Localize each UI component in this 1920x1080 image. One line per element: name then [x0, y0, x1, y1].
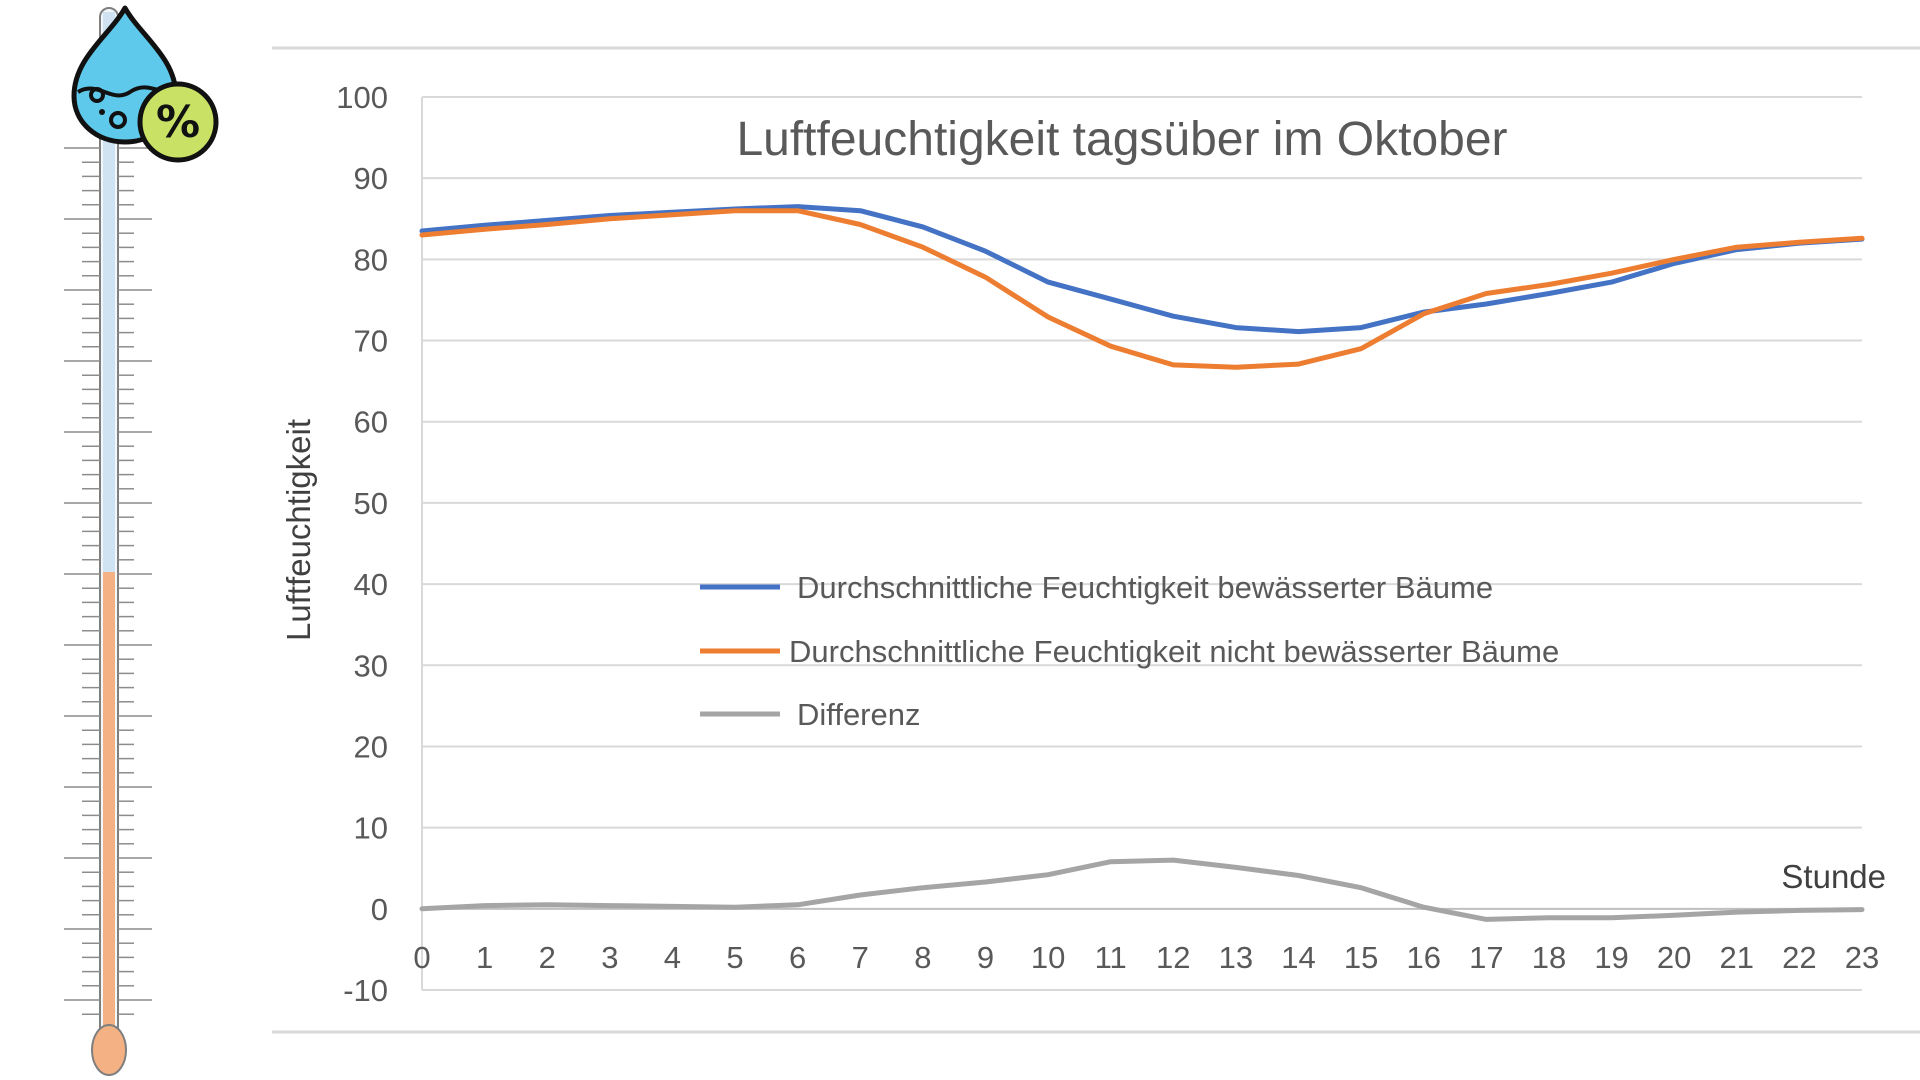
x-tick-label: 16 — [1406, 940, 1440, 975]
x-tick-label: 20 — [1657, 940, 1691, 975]
y-axis-label: Luftfeuchtigkeit — [280, 419, 317, 641]
x-axis-label: Stunde — [1781, 858, 1886, 895]
humidity-drop-percent-icon: % — [71, 5, 219, 163]
x-tick-label: 14 — [1281, 940, 1315, 975]
series-line-0 — [419, 204, 1865, 335]
x-tick-label: 12 — [1156, 940, 1190, 975]
x-tick-label: 2 — [539, 940, 556, 975]
x-tick-label: 22 — [1782, 940, 1816, 975]
x-tick-label: 8 — [914, 940, 931, 975]
percent-symbol: % — [156, 97, 200, 148]
series-line-2 — [419, 857, 1865, 922]
series-line-1 — [419, 208, 1865, 370]
y-tick-label: 50 — [354, 486, 388, 521]
y-tick-label: 40 — [354, 567, 388, 602]
x-tick-label: 0 — [413, 940, 430, 975]
x-tick-label: 11 — [1095, 940, 1127, 975]
x-tick-label: 1 — [476, 940, 493, 975]
chart-title: Luftfeuchtigkeit tagsüber im Oktober — [736, 113, 1507, 166]
y-tick-label: 30 — [354, 648, 388, 683]
y-tick-label: 10 — [354, 811, 388, 846]
x-tick-label: 15 — [1344, 940, 1378, 975]
y-tick-label: 80 — [354, 242, 388, 277]
x-tick-label: 19 — [1594, 940, 1628, 975]
x-tick-label: 13 — [1219, 940, 1253, 975]
thermometer-icon — [64, 7, 152, 1076]
legend-label-unwatered: Durchschnittliche Feuchtigkeit nicht bew… — [789, 634, 1559, 669]
x-tick-label: 6 — [789, 940, 806, 975]
x-tick-label: 9 — [977, 940, 994, 975]
x-tick-label: 10 — [1031, 940, 1065, 975]
x-tick-label: 4 — [664, 940, 681, 975]
y-tick-label: 0 — [371, 892, 388, 927]
legend: Durchschnittliche Feuchtigkeit bewässert… — [700, 570, 1559, 732]
legend-label-watered: Durchschnittliche Feuchtigkeit bewässert… — [797, 570, 1493, 605]
y-tick-label: 20 — [354, 729, 388, 764]
x-tick-label: 5 — [726, 940, 743, 975]
x-tick-label: 17 — [1469, 940, 1503, 975]
y-tick-label: 60 — [354, 405, 388, 440]
x-tick-label: 23 — [1845, 940, 1879, 975]
x-tick-label: 18 — [1532, 940, 1566, 975]
legend-label-difference: Differenz — [797, 697, 921, 732]
y-tick-label: 100 — [336, 80, 388, 115]
y-tick-label: 70 — [354, 324, 388, 359]
y-tick-label: -10 — [343, 973, 388, 1008]
x-tick-label: 21 — [1720, 940, 1754, 975]
x-tick-label: 7 — [852, 940, 869, 975]
x-tick-label: 3 — [601, 940, 618, 975]
y-tick-label: 90 — [354, 161, 388, 196]
